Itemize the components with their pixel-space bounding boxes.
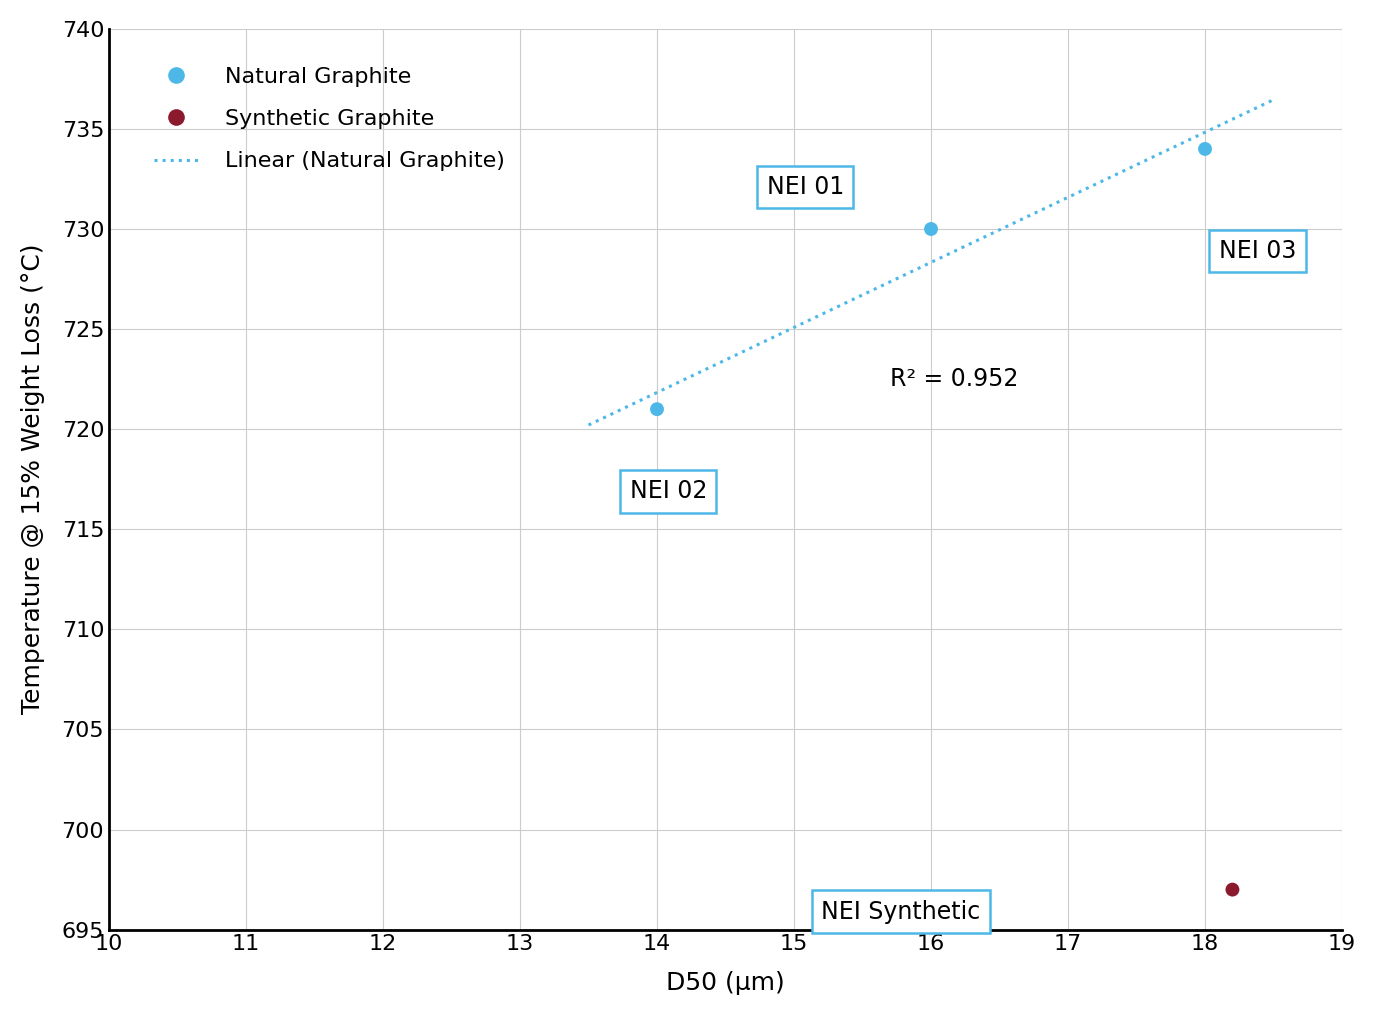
Point: [646, 401, 668, 418]
Point: [1194, 141, 1216, 157]
Text: NEI 02: NEI 02: [629, 480, 706, 503]
Text: R² = 0.952: R² = 0.952: [890, 367, 1019, 391]
X-axis label: D50 (μm): D50 (μm): [666, 971, 785, 995]
Text: NEI 01: NEI 01: [767, 175, 844, 199]
Text: NEI 03: NEI 03: [1219, 239, 1296, 263]
Legend: Natural Graphite, Synthetic Graphite, Linear (Natural Graphite): Natural Graphite, Synthetic Graphite, Li…: [145, 58, 514, 180]
Text: NEI Synthetic: NEI Synthetic: [822, 899, 980, 924]
Y-axis label: Temperature @ 15% Weight Loss (°C): Temperature @ 15% Weight Loss (°C): [21, 244, 45, 714]
Point: [920, 220, 942, 237]
Point: [1221, 882, 1243, 898]
